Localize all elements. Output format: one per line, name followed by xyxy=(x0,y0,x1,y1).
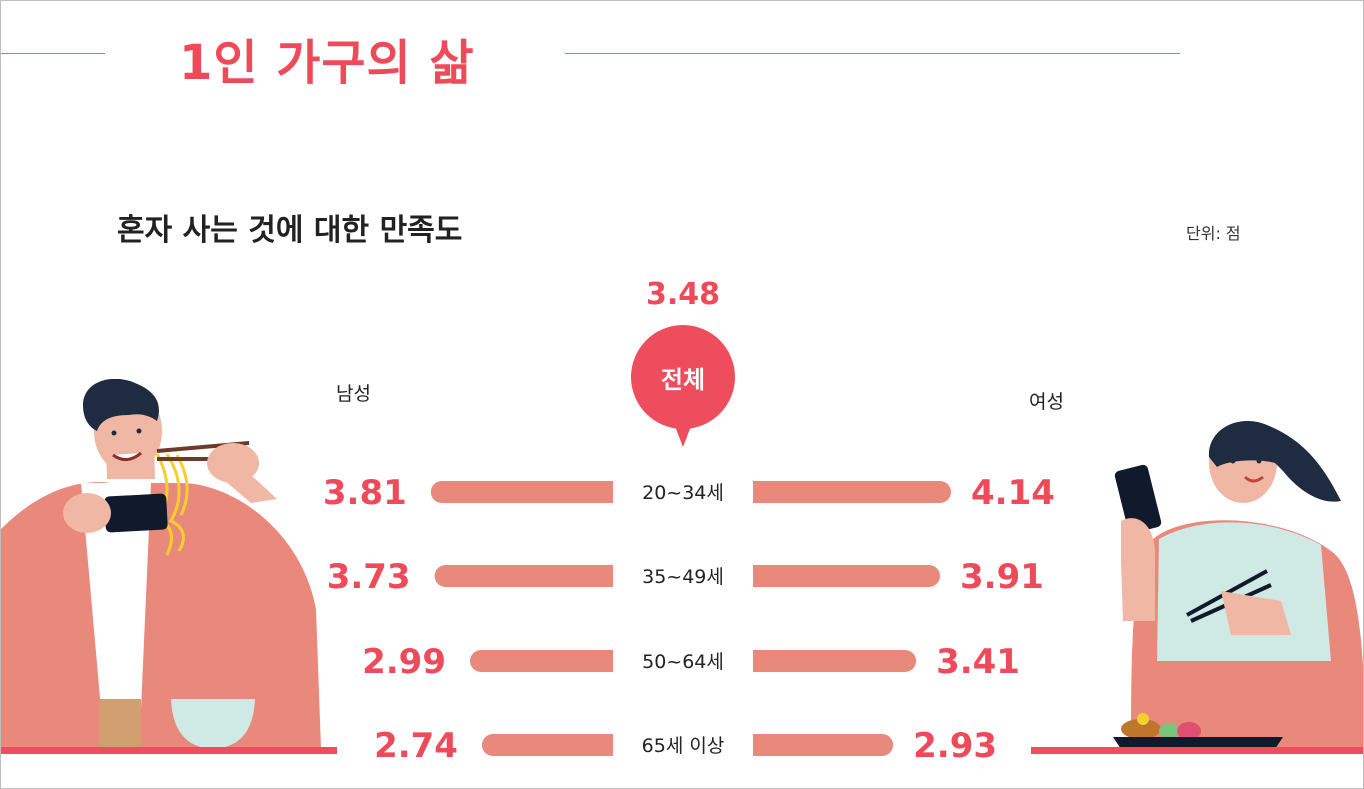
bar-female xyxy=(753,565,940,587)
female-value-label: 2.93 xyxy=(913,726,997,766)
total-bubble-tail xyxy=(673,421,693,447)
category-label: 35~49세 xyxy=(642,566,724,588)
bar-female xyxy=(753,481,951,503)
bar-female xyxy=(753,734,894,756)
unit-label: 단위: 점 xyxy=(1186,224,1241,243)
male-value-label: 2.99 xyxy=(362,642,446,682)
title-rule-left xyxy=(1,53,105,54)
category-label: 65세 이상 xyxy=(642,735,725,757)
man-eating-noodles-illustration xyxy=(1,379,337,754)
chart-title: 혼자 사는 것에 대한 만족도 xyxy=(117,213,463,248)
bar-male xyxy=(430,481,613,503)
total-label: 전체 xyxy=(660,366,706,394)
bar-female xyxy=(753,650,917,672)
bar-male xyxy=(470,650,613,672)
male-series-label: 남성 xyxy=(336,383,371,405)
female-value-label: 3.91 xyxy=(960,557,1044,597)
male-value-label: 3.81 xyxy=(323,473,407,513)
title-rule-right xyxy=(565,53,1180,54)
female-value-label: 3.41 xyxy=(936,642,1020,682)
woman-with-phone-illustration xyxy=(1031,421,1363,754)
female-value-label: 4.14 xyxy=(971,473,1055,513)
total-bubble xyxy=(631,325,735,429)
total-value: 3.48 xyxy=(645,277,721,312)
male-value-label: 3.73 xyxy=(327,557,411,597)
category-label: 20~34세 xyxy=(642,482,724,504)
female-series-label: 여성 xyxy=(1029,391,1064,413)
bar-male xyxy=(481,734,613,756)
page-title: 1인 가구의 삶 xyxy=(179,35,475,91)
bar-male xyxy=(434,565,613,587)
category-label: 50~64세 xyxy=(642,651,724,673)
male-value-label: 2.74 xyxy=(374,726,458,766)
